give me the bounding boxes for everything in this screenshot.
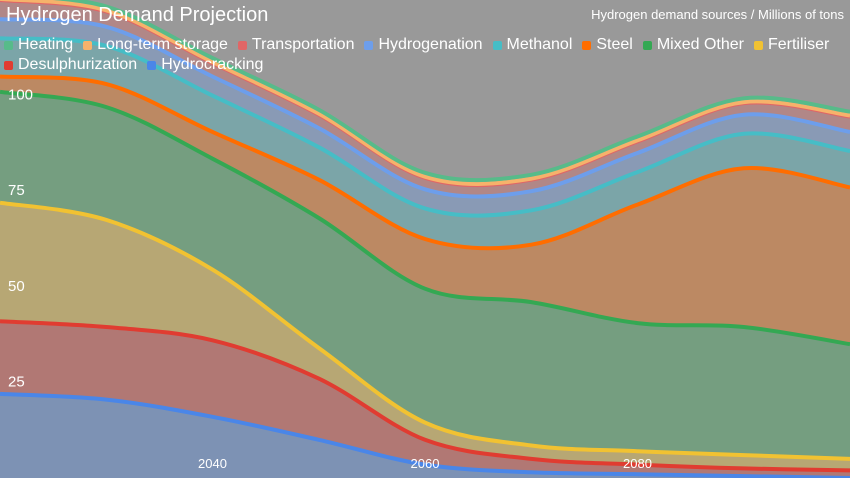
legend-item-hydrogenation: Hydrogenation — [364, 36, 483, 54]
y-tick-label: 75 — [8, 182, 25, 199]
line-fertiliser — [0, 200, 850, 461]
legend-swatch — [642, 40, 652, 50]
legend-swatch — [492, 40, 502, 50]
legend-item-heating: Heating — [4, 36, 73, 54]
area-desulphurization — [0, 321, 850, 478]
area-steel — [0, 76, 850, 345]
legend-label: Mixed Other — [656, 36, 744, 53]
legend-swatch — [753, 40, 763, 50]
legend: Heating Long-term storage Transportation Hy… — [4, 36, 844, 74]
legend-swatch — [237, 40, 247, 50]
legend-item-mixed-other: Mixed Other — [642, 36, 744, 54]
legend-item-fertiliser: Fertiliser — [753, 36, 830, 54]
line-hydrocracking — [0, 391, 850, 478]
area-transportation — [0, 0, 850, 197]
legend-swatch — [83, 40, 93, 50]
y-tick-label: 50 — [8, 278, 25, 295]
legend-label: Long-term storage — [97, 36, 228, 53]
legend-label: Fertiliser — [767, 36, 830, 53]
legend-item-desulphurization: Desulphurization — [4, 56, 137, 74]
x-tick-label: 2080 — [623, 456, 652, 471]
y-tick-label: 25 — [8, 373, 25, 390]
legend-item-long-term-storage: Long-term storage — [83, 36, 228, 54]
line-heating — [52, 0, 850, 183]
legend-label: Heating — [18, 36, 74, 53]
x-tick-label: 2060 — [411, 456, 440, 471]
x-tick-labels: 2040 2060 2080 — [198, 456, 652, 471]
legend-label: Desulphurization — [18, 56, 138, 73]
legend-swatch — [4, 60, 13, 70]
legend-label: Hydrocracking — [161, 56, 264, 73]
line-long-term-storage — [0, 0, 850, 186]
x-tick-label: 2040 — [198, 456, 227, 471]
legend-item-transportation: Transportation — [237, 36, 355, 54]
legend-item-methanol: Methanol — [492, 36, 573, 54]
legend-label: Steel — [596, 36, 633, 53]
legend-label: Hydrogenation — [378, 36, 483, 53]
area-hydrocracking — [0, 393, 850, 478]
legend-item-hydrocracking: Hydrocracking — [147, 56, 263, 74]
line-steel — [0, 74, 850, 251]
line-desulphurization — [0, 319, 850, 473]
legend-label: Methanol — [506, 36, 573, 53]
line-hydrogenation — [0, 17, 850, 199]
chart-title: Hydrogen Demand Projection — [6, 4, 269, 26]
area-mixed-other — [0, 91, 850, 459]
y-tick-label: 100 — [8, 87, 33, 104]
line-mixed-other — [0, 89, 850, 347]
legend-swatch — [4, 40, 13, 50]
line-methanol — [0, 36, 850, 218]
area-hydrogenation — [0, 19, 850, 216]
legend-swatch — [147, 60, 157, 70]
legend-label: Transportation — [251, 36, 355, 53]
legend-swatch — [582, 40, 592, 50]
area-methanol — [0, 38, 850, 249]
legend-swatch — [364, 40, 374, 50]
chart-subtitle: Hydrogen demand sources / Millions of to… — [591, 7, 844, 22]
y-tick-labels: 25 50 75 100 — [8, 87, 33, 391]
legend-item-steel: Steel — [582, 36, 633, 54]
